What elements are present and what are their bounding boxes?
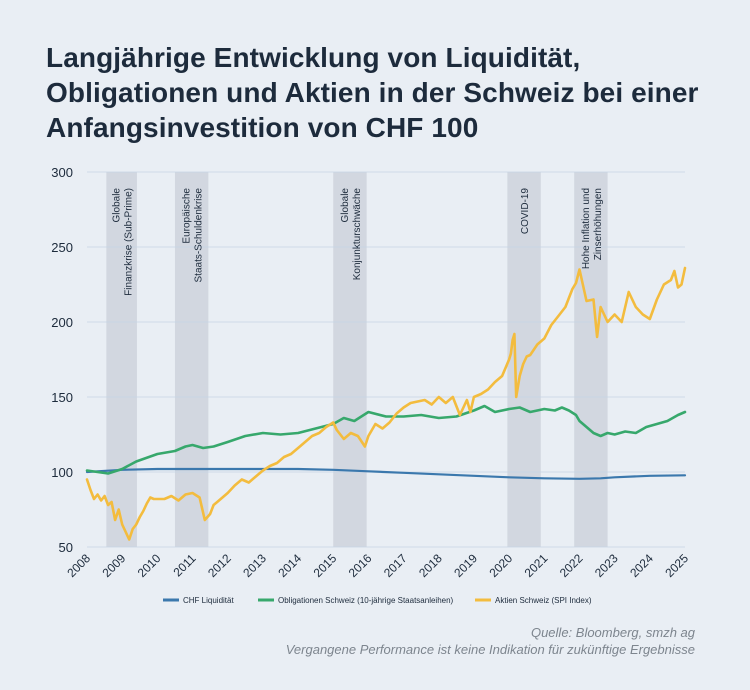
crisis-band-label: Staats-Schuldenkrise	[194, 188, 205, 283]
legend-label: CHF Liquidität	[183, 596, 234, 605]
series-line-equities	[85, 266, 687, 541]
y-tick-label: 200	[51, 315, 73, 330]
crisis-band	[333, 172, 367, 547]
crisis-band-label: Zinserhöhungen	[593, 188, 604, 260]
title-line-1: Langjährige Entwicklung von Liquidität,	[46, 42, 581, 73]
x-tick-label: 2022	[557, 551, 586, 580]
x-tick-label: 2024	[627, 551, 656, 580]
x-tick-label: 2019	[451, 551, 480, 580]
x-tick-label: 2017	[381, 551, 410, 580]
x-tick-label: 2016	[346, 551, 375, 580]
x-tick-label: 2014	[275, 551, 304, 580]
line-chart: Globale Finanzkrise (Sub-Prime) Europäisch…	[51, 165, 691, 605]
title-line-3: Anfangsinvestition von CHF 100	[46, 112, 479, 143]
crisis-band-label: Globale	[112, 188, 123, 223]
crisis-band-label: COVID-19	[520, 188, 531, 235]
crisis-band	[574, 172, 608, 547]
x-tick-label: 2015	[311, 551, 340, 580]
x-tick-label: 2023	[592, 551, 621, 580]
y-tick-label: 100	[51, 465, 73, 480]
x-tick-label: 2013	[240, 551, 269, 580]
x-tick-label: 2008	[64, 551, 93, 580]
x-tick-label: 2009	[100, 551, 129, 580]
x-tick-label: 2021	[522, 551, 551, 580]
source-text: Quelle: Bloomberg, smzh ag	[530, 625, 695, 640]
crisis-band	[174, 172, 209, 547]
x-tick-label: 2012	[205, 551, 234, 580]
disclaimer-text: Vergangene Performance ist keine Indikat…	[285, 642, 695, 657]
crisis-band-label: Finanzkrise (Sub-Prime)	[124, 188, 135, 296]
series-line-bonds	[85, 404, 687, 475]
crisis-band-label: Europäische	[182, 188, 193, 244]
legend-label: Aktien Schweiz (SPI Index)	[495, 596, 592, 605]
x-tick-label: 2018	[416, 551, 445, 580]
page-title: Langjährige Entwicklung von Liquidität, …	[46, 40, 726, 145]
x-tick-label: 2010	[135, 551, 164, 580]
y-tick-label: 250	[51, 240, 73, 255]
y-tick-label: 150	[51, 390, 73, 405]
x-tick-label: 2025	[662, 551, 691, 580]
x-tick-label: 2020	[486, 551, 515, 580]
series-line-liquidity	[85, 467, 687, 480]
crisis-band-label: Globale	[340, 188, 351, 223]
crisis-band	[106, 172, 137, 547]
title-line-2: Obligationen und Aktien in der Schweiz b…	[46, 77, 699, 108]
legend-label: Obligationen Schweiz (10-jährige Staatsa…	[278, 596, 454, 605]
crisis-band-label: Hohe Inflation und	[581, 188, 592, 269]
y-tick-label: 50	[59, 540, 73, 555]
crisis-band-label: Konjunkturschwäche	[352, 188, 363, 281]
x-tick-label: 2011	[170, 551, 198, 579]
y-tick-label: 300	[51, 165, 73, 180]
